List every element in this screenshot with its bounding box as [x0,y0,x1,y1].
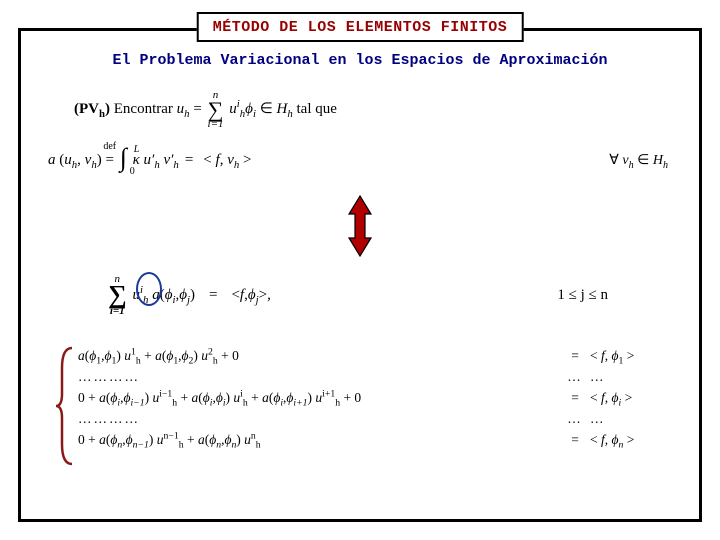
formula-pvh: (PVh) Encontrar uh = n ∑ i=1 uihϕi ∈ Hh … [74,90,337,130]
system-dots-1: ………… … … [78,367,682,388]
system-row-i: 0 + a(ϕi,ϕi−1) ui−1h + a(ϕi,ϕi) uih + a(… [78,388,682,409]
formula-bilinear: a (uh, vh) def= L ∫ 0 κ u′h v′h = < f, v… [48,150,668,171]
equation-system: a(ϕ1,ϕ1) u1h + a(ϕ1,ϕ2) u2h + 0 = < f, ϕ… [56,346,682,466]
title-box: MÉTODO DE LOS ELEMENTOS FINITOS [197,12,524,42]
in-hh-text: ∈ Hh tal que [260,101,337,117]
math-content: (PVh) Encontrar uh = n ∑ i=1 uihϕi ∈ Hh … [38,84,682,510]
system-row-n: 0 + a(ϕn,ϕn−1) un−1h + a(ϕn,ϕn) unh = < … [78,430,682,451]
title-text: MÉTODO DE LOS ELEMENTOS FINITOS [213,19,508,36]
forall-text: ∀ vh ∈ Hh [609,152,668,169]
double-arrow-icon [343,194,377,263]
system-dots-2: ………… … … [78,409,682,430]
formula-discrete: n ∑ i=1 uih a (ϕi, ϕj) = < f, ϕj >, 1 ≤ … [108,274,608,317]
brace-icon [56,346,76,466]
system-row-1: a(ϕ1,ϕ1) u1h + a(ϕ1,ϕ2) u2h + 0 = < f, ϕ… [78,346,682,367]
highlight-circle [136,272,162,306]
integral-symbol: L ∫ 0 [120,150,127,171]
sum-symbol: n ∑ i=1 [208,90,224,130]
encontrar-label: Encontrar [114,101,173,117]
range-text: 1 ≤ j ≤ n [557,287,608,304]
subtitle-text: El Problema Variacional en los Espacios … [0,52,720,69]
sum-symbol-big: n ∑ i=1 [108,274,127,317]
